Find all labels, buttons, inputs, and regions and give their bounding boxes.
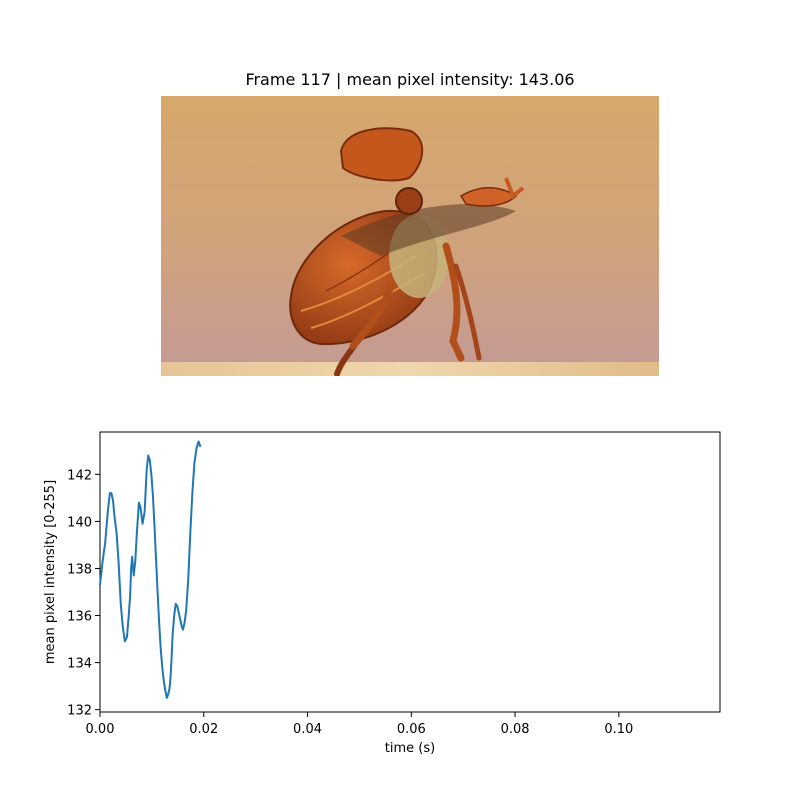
y-tick-label: 142	[67, 468, 92, 483]
y-tick-label: 140	[67, 515, 92, 530]
x-tick-label: 0.02	[189, 722, 218, 737]
x-tick-label: 0.00	[86, 722, 115, 737]
x-axis-label: time (s)	[385, 741, 435, 756]
x-axis: 0.00 0.02 0.04 0.06 0.08 0.10	[86, 712, 633, 737]
y-axis: 132 134 136 138 140 142	[67, 468, 100, 719]
y-tick-label: 134	[67, 657, 92, 672]
y-tick-label: 136	[67, 610, 92, 625]
y-axis-label: mean pixel intensity [0-255]	[43, 480, 58, 664]
series-line	[99, 440, 202, 699]
x-tick-label: 0.08	[501, 722, 530, 737]
frame-title: Frame 117 | mean pixel intensity: 143.06	[245, 70, 575, 89]
y-tick-label: 138	[67, 562, 92, 577]
x-tick-label: 0.10	[604, 722, 633, 737]
frame-image	[161, 96, 659, 376]
y-tick-label: 132	[67, 704, 92, 719]
x-tick-label: 0.04	[293, 722, 322, 737]
plot-area	[99, 431, 721, 713]
beetle	[289, 127, 525, 376]
wood-surface	[161, 362, 659, 376]
x-tick-label: 0.06	[397, 722, 426, 737]
